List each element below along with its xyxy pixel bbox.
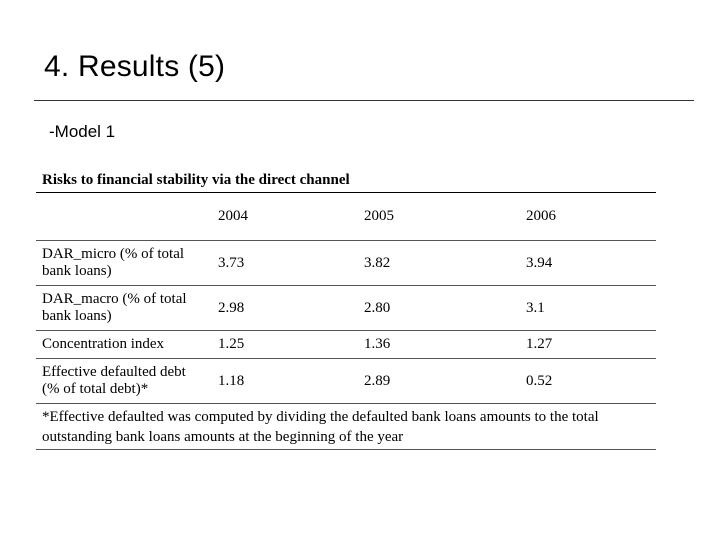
table-row: Effective defaulted debt (% of total deb… bbox=[36, 358, 656, 404]
table-header-row: 2004 2005 2006 bbox=[36, 193, 656, 241]
slide-subtitle: -Model 1 bbox=[49, 122, 116, 141]
results-table-block: Risks to financial stability via the dir… bbox=[36, 172, 656, 450]
row-label: Effective defaulted debt (% of total deb… bbox=[42, 364, 186, 397]
table-cell: 1.27 bbox=[526, 336, 553, 352]
table-caption: Risks to financial stability via the dir… bbox=[42, 172, 350, 188]
slide-title: 4. Results (5) bbox=[44, 50, 226, 83]
column-header bbox=[36, 193, 212, 241]
table-footnote: *Effective defaulted was computed by div… bbox=[36, 403, 656, 450]
table-cell: 1.36 bbox=[364, 336, 391, 352]
row-label: DAR_micro (% of total bank loans) bbox=[42, 246, 185, 279]
table-row: DAR_micro (% of total bank loans) 3.73 3… bbox=[36, 240, 656, 286]
table-cell: 0.52 bbox=[526, 372, 553, 389]
table-cell: 2.98 bbox=[218, 299, 245, 316]
column-header: 2005 bbox=[364, 208, 394, 224]
row-label: DAR_macro (% of total bank loans) bbox=[42, 291, 187, 324]
table-cell: 3.1 bbox=[526, 299, 545, 316]
table-cell: 1.18 bbox=[218, 372, 245, 389]
results-table: 2004 2005 2006 DAR_micro (% of total ban… bbox=[36, 192, 656, 403]
table-row: Concentration index 1.25 1.36 1.27 bbox=[36, 330, 656, 359]
column-header: 2004 bbox=[218, 208, 248, 224]
table-cell: 3.82 bbox=[364, 254, 391, 271]
table-cell: 2.80 bbox=[364, 299, 391, 316]
table-cell: 3.94 bbox=[526, 254, 553, 271]
table-cell: 2.89 bbox=[364, 372, 391, 389]
title-divider bbox=[34, 100, 694, 101]
table-row: DAR_macro (% of total bank loans) 2.98 2… bbox=[36, 285, 656, 331]
table-cell: 3.73 bbox=[218, 254, 245, 271]
table-cell: 1.25 bbox=[218, 336, 245, 352]
column-header: 2006 bbox=[526, 208, 556, 224]
row-label: Concentration index bbox=[42, 336, 165, 352]
